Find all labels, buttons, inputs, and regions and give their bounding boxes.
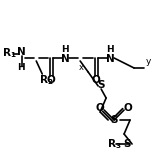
Text: O: O xyxy=(92,75,100,85)
Text: x: x xyxy=(79,63,84,73)
Text: $\mathbf{R_3}$: $\mathbf{R_3}$ xyxy=(107,137,121,151)
Text: O: O xyxy=(96,103,104,113)
Text: N: N xyxy=(106,54,114,64)
Text: S: S xyxy=(123,139,131,149)
Text: y: y xyxy=(146,58,151,66)
Text: H: H xyxy=(106,45,114,53)
Text: $\mathbf{R_1}$: $\mathbf{R_1}$ xyxy=(2,46,17,60)
Text: H: H xyxy=(18,63,25,73)
Text: N: N xyxy=(61,54,70,64)
Text: N: N xyxy=(17,47,26,57)
Text: O: O xyxy=(124,103,133,113)
Text: O: O xyxy=(47,75,56,85)
Text: S: S xyxy=(110,115,118,125)
Text: H: H xyxy=(61,45,69,53)
Text: $\mathbf{R_2}$: $\mathbf{R_2}$ xyxy=(39,73,53,87)
Text: S: S xyxy=(97,80,105,90)
